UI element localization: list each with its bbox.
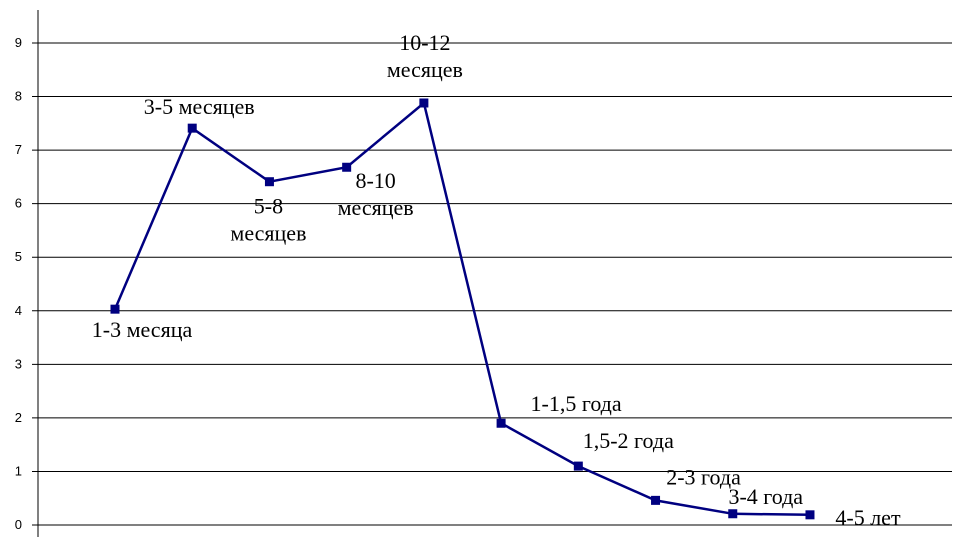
data-point-marker [419,98,429,108]
data-point-marker [651,495,661,505]
data-label-line: 8-10 [355,168,395,193]
y-tick-label: 5 [15,249,22,264]
data-point-marker [573,461,583,471]
data-label: 5-8 месяцев [230,194,306,246]
data-markers [110,98,815,520]
gridlines [32,42,952,526]
data-label: 1-3 месяца [92,317,193,342]
data-label-line: 5-8 [254,194,283,219]
data-point-marker [728,509,738,519]
data-label: 2-3 года [666,464,741,489]
data-point-marker [187,123,197,133]
y-tick-label: 0 [15,517,22,532]
y-tick-label: 2 [15,410,22,425]
data-label: 10-12 месяцев [387,30,463,82]
data-label: 1-1,5 года [531,391,622,416]
y-tick-label: 4 [15,303,22,318]
data-point-marker [110,304,120,314]
y-axis-ticks: 0 1 2 3 4 5 6 7 8 9 [15,35,22,532]
data-label: 8-10 месяцев [338,168,414,220]
data-label-line: 3-5 месяцев [144,94,255,119]
data-label: 3-5 месяцев [144,94,255,119]
y-tick-label: 3 [15,356,22,371]
data-label-line: 10-12 [399,30,450,55]
data-point-marker [496,418,506,428]
data-label-line: месяцев [338,195,414,220]
data-label-line: 1-3 месяца [92,317,193,342]
data-label: 1,5-2 года [583,428,674,453]
data-point-marker [342,162,352,172]
series-line [113,100,811,517]
data-label: 4-5 лет [835,505,901,530]
y-tick-label: 6 [15,196,22,211]
data-point-marker [805,510,815,520]
y-tick-label: 9 [15,35,22,50]
data-label-line: 1-1,5 года [531,391,622,416]
data-point-marker [264,177,274,187]
data-label-line: месяцев [230,221,306,246]
data-label-line: 2-3 года [666,464,741,489]
data-label-line: 1,5-2 года [583,428,674,453]
data-label-line: 3-4 года [728,484,803,509]
data-label-line: 4-5 лет [835,505,901,530]
y-tick-label: 7 [15,142,22,157]
y-tick-label: 1 [15,463,22,478]
data-label: 3-4 года [728,484,803,509]
data-label-line: месяцев [387,57,463,82]
y-tick-label: 8 [15,89,22,104]
